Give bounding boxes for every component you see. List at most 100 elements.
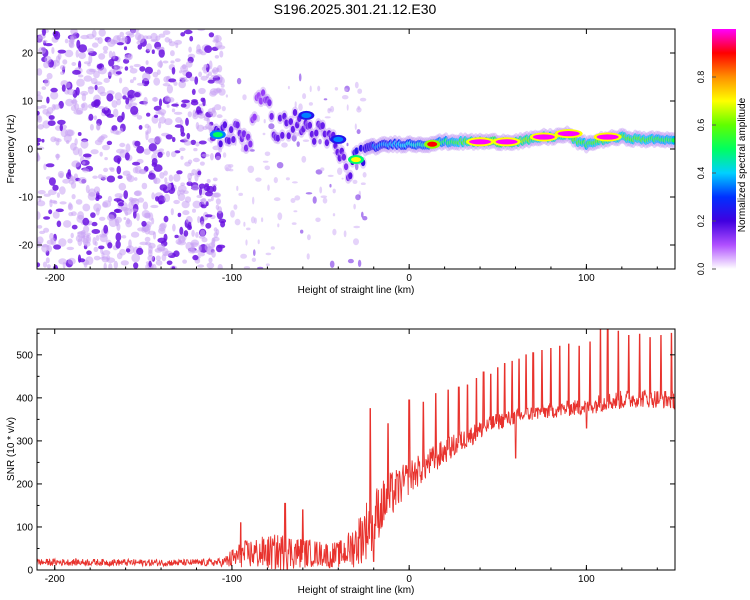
noise-blob [319, 186, 323, 194]
noise-blob [172, 223, 176, 232]
noise-blob [195, 141, 200, 147]
noise-blob [294, 101, 297, 108]
noise-blob [115, 240, 121, 249]
noise-blob [139, 66, 146, 72]
noise-blob [294, 195, 301, 201]
snr-axes: -200 -100 0 100 0 100 200 300 400 500 [16, 329, 675, 585]
signal-cell [286, 132, 291, 140]
noise-blob [151, 49, 155, 54]
noise-blob [77, 254, 82, 263]
noise-blob [192, 157, 200, 163]
noise-blob [296, 141, 300, 147]
noise-blob [133, 177, 138, 181]
signal-cell [284, 119, 289, 127]
noise-blob [329, 260, 335, 268]
noise-blob [298, 73, 302, 82]
signal-cell [290, 125, 296, 133]
noise-blob [108, 50, 113, 59]
noise-blob [75, 49, 79, 58]
noise-blob [99, 151, 103, 157]
noise-blob [241, 143, 244, 149]
noise-blob [233, 204, 238, 210]
snr-y-label: SNR (10 * v/v) [6, 417, 17, 481]
spectral-peak [532, 134, 555, 140]
noise-blob [208, 32, 215, 38]
noise-blob [57, 49, 66, 54]
noise-blob [59, 201, 67, 205]
noise-blob [37, 190, 46, 195]
noise-blob [128, 197, 134, 203]
noise-blob [129, 79, 134, 84]
noise-blob [242, 94, 247, 101]
noise-blob [95, 196, 100, 201]
noise-blob [113, 108, 119, 118]
noise-blob [207, 198, 212, 202]
noise-blob [212, 145, 221, 151]
noise-blob [129, 68, 138, 74]
noise-blob [114, 208, 120, 213]
signal-cell [671, 138, 675, 143]
noise-blob [53, 264, 59, 269]
noise-blob [166, 84, 173, 94]
noise-blob [178, 80, 186, 89]
noise-blob [85, 184, 90, 194]
noise-blob [182, 210, 190, 216]
noise-blob [37, 35, 43, 43]
noise-blob [123, 217, 127, 220]
noise-blob [83, 225, 90, 233]
noise-blob [181, 99, 190, 104]
noise-blob [87, 86, 95, 90]
signal-cell [275, 134, 281, 142]
spectral-peak [495, 139, 518, 145]
noise-blob [166, 260, 173, 266]
noise-blob [116, 148, 125, 154]
signal-cell [277, 114, 283, 122]
signal-cell [248, 140, 253, 148]
noise-blob [41, 86, 47, 90]
noise-blob [175, 42, 179, 49]
noise-blob [273, 177, 278, 184]
noise-blob [132, 161, 141, 166]
noise-blob [208, 60, 213, 70]
noise-blob [148, 242, 156, 249]
noise-blob [148, 260, 152, 268]
noise-blob [198, 71, 203, 78]
noise-blob [213, 88, 223, 94]
noise-blob [199, 187, 202, 196]
noise-blob [346, 142, 349, 147]
noise-blob [71, 160, 81, 168]
noise-blob [37, 211, 41, 220]
noise-blob [64, 49, 74, 58]
noise-blob [171, 108, 176, 113]
noise-blob [98, 29, 106, 37]
noise-blob [114, 92, 123, 101]
noise-blob [234, 218, 241, 226]
noise-blob [97, 86, 106, 95]
noise-blob [137, 197, 145, 203]
noise-blob [197, 29, 206, 32]
noise-blob [97, 174, 104, 180]
noise-blob [106, 140, 113, 146]
noise-blob [177, 212, 182, 218]
figure-title: S196.2025.301.21.12.E30 [274, 1, 437, 17]
noise-blob [243, 221, 246, 227]
noise-blob [61, 84, 66, 92]
noise-blob [95, 123, 101, 131]
noise-blob [198, 87, 206, 95]
signal-cell [258, 97, 264, 105]
noise-blob [320, 195, 328, 199]
noise-blob [200, 204, 207, 209]
noise-blob [155, 260, 163, 266]
spectral-peak [557, 131, 580, 137]
noise-blob [353, 225, 361, 229]
signal-cell [218, 140, 223, 148]
x-tick-label: 100 [578, 273, 595, 284]
noise-blob [324, 116, 331, 119]
noise-blob [361, 211, 364, 218]
noise-blob [245, 239, 248, 246]
signal-cell [288, 118, 293, 126]
noise-blob [76, 78, 85, 87]
noise-blob [93, 81, 103, 86]
noise-blob [207, 79, 215, 84]
noise-blob [291, 222, 297, 225]
